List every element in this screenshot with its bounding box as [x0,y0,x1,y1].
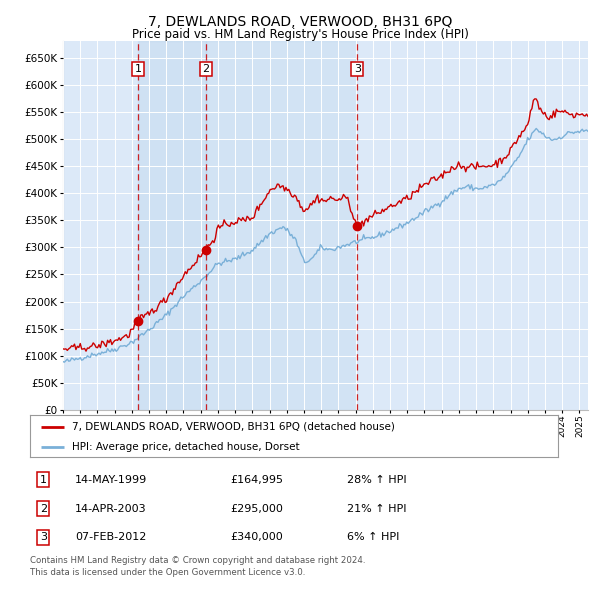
Text: 7, DEWLANDS ROAD, VERWOOD, BH31 6PQ (detached house): 7, DEWLANDS ROAD, VERWOOD, BH31 6PQ (det… [72,422,395,432]
Text: This data is licensed under the Open Government Licence v3.0.: This data is licensed under the Open Gov… [30,568,305,577]
Text: £340,000: £340,000 [230,532,283,542]
Text: 6% ↑ HPI: 6% ↑ HPI [347,532,399,542]
Text: £164,995: £164,995 [230,475,284,485]
Text: 2: 2 [40,504,47,514]
Text: 28% ↑ HPI: 28% ↑ HPI [347,475,406,485]
Text: 1: 1 [40,475,47,485]
Bar [138,41,206,410]
Text: 14-MAY-1999: 14-MAY-1999 [75,475,147,485]
Text: 3: 3 [354,64,361,74]
Text: 1: 1 [135,64,142,74]
Bar [206,41,358,410]
Text: 7, DEWLANDS ROAD, VERWOOD, BH31 6PQ: 7, DEWLANDS ROAD, VERWOOD, BH31 6PQ [148,15,452,30]
Text: 14-APR-2003: 14-APR-2003 [75,504,146,514]
Text: 2: 2 [202,64,209,74]
Text: Price paid vs. HM Land Registry's House Price Index (HPI): Price paid vs. HM Land Registry's House … [131,28,469,41]
Text: HPI: Average price, detached house, Dorset: HPI: Average price, detached house, Dors… [72,442,300,451]
Text: 21% ↑ HPI: 21% ↑ HPI [347,504,406,514]
Text: 07-FEB-2012: 07-FEB-2012 [75,532,146,542]
Text: £295,000: £295,000 [230,504,284,514]
Bar [571,41,588,410]
Text: 3: 3 [40,532,47,542]
Text: Contains HM Land Registry data © Crown copyright and database right 2024.: Contains HM Land Registry data © Crown c… [30,556,365,565]
